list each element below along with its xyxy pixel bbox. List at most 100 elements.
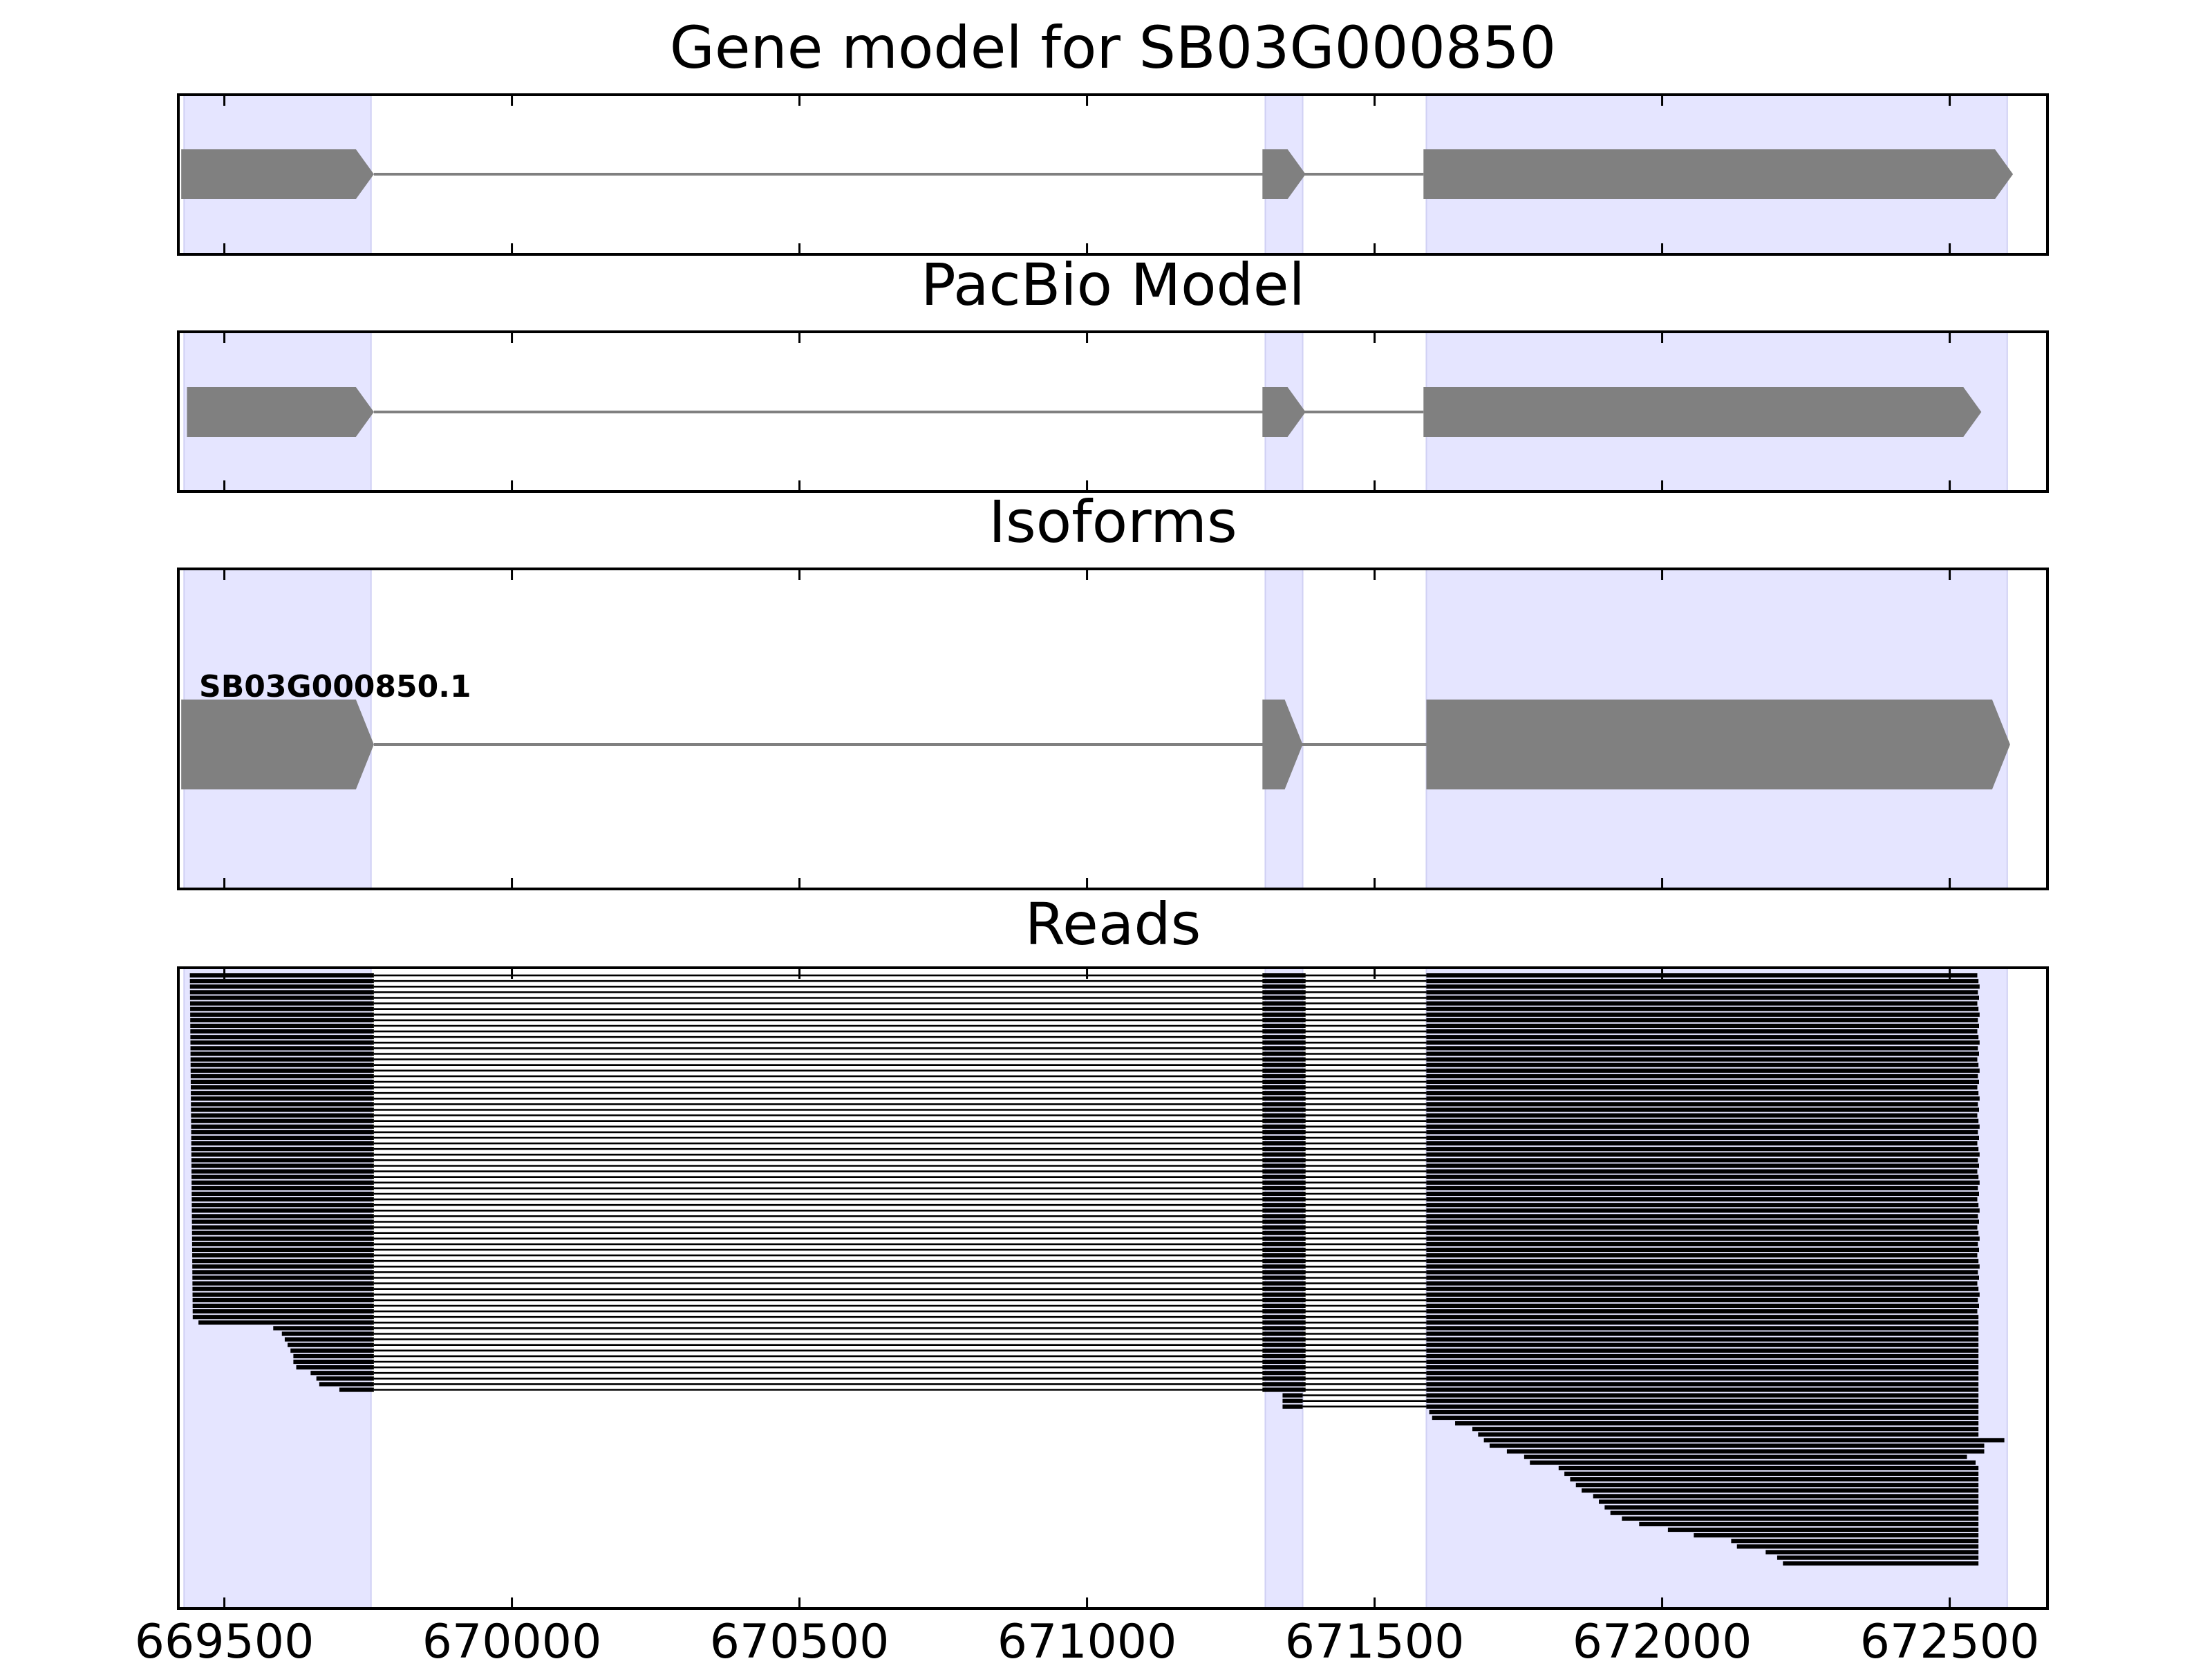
read-exon xyxy=(1530,1460,1976,1465)
read xyxy=(1282,1404,1979,1409)
read-exon xyxy=(191,1230,374,1235)
read xyxy=(192,1315,1979,1320)
read-exon xyxy=(1426,1303,1979,1309)
read-exon xyxy=(1262,1259,1306,1264)
read-exon xyxy=(1426,1113,1978,1118)
read xyxy=(190,1074,1978,1078)
read xyxy=(191,1247,1979,1253)
read-exon xyxy=(1282,1404,1303,1409)
read xyxy=(190,1057,1978,1062)
read xyxy=(190,1051,1979,1056)
read-exon xyxy=(1262,1331,1306,1336)
read-exon xyxy=(1426,1236,1980,1241)
read-exon xyxy=(1426,1208,1980,1213)
read-exon xyxy=(1262,1091,1306,1096)
read-exon xyxy=(191,1118,374,1123)
isoforms-title: Isoforms xyxy=(988,488,1237,556)
read xyxy=(1282,1398,1979,1403)
read xyxy=(189,995,1979,1000)
read-exon xyxy=(191,1163,374,1168)
read-exon xyxy=(1426,1326,1979,1331)
read-exon xyxy=(1262,1102,1306,1107)
read-exon xyxy=(191,1169,374,1174)
read-exon xyxy=(1262,1353,1306,1358)
read-exon xyxy=(191,1203,374,1208)
read xyxy=(296,1365,1979,1370)
read-exon xyxy=(1429,1409,1979,1414)
read-exon xyxy=(1426,1376,1979,1381)
read-exon xyxy=(191,1147,374,1152)
read-exon xyxy=(190,1074,374,1078)
read-exon xyxy=(190,1023,374,1029)
read xyxy=(1694,1533,1979,1538)
read-exon xyxy=(191,1096,374,1101)
read-exon xyxy=(191,1174,374,1179)
read-exon xyxy=(1426,1062,1979,1067)
read-exon xyxy=(1524,1454,1967,1459)
read-exon xyxy=(190,1012,374,1017)
read xyxy=(191,1107,1979,1112)
read xyxy=(192,1275,1979,1280)
read xyxy=(192,1264,1980,1269)
read-exon xyxy=(1694,1533,1979,1538)
x-tick-label: 669500 xyxy=(135,1615,315,1659)
read-exon xyxy=(190,1006,374,1011)
read xyxy=(1478,1432,1979,1437)
read-exon xyxy=(1426,1398,1979,1403)
read-exon xyxy=(296,1365,374,1370)
read-exon xyxy=(1604,1505,1979,1510)
read xyxy=(1506,1449,1985,1454)
read-exon xyxy=(1426,1286,1979,1291)
read-exon xyxy=(190,1046,374,1051)
x-tick-label: 670000 xyxy=(422,1615,602,1659)
read-exon xyxy=(1262,1169,1306,1174)
read xyxy=(191,1174,1979,1179)
read xyxy=(192,1286,1979,1291)
read-exon xyxy=(1426,1051,1979,1056)
read-exon xyxy=(1262,1113,1306,1118)
read-exon xyxy=(1262,1035,1306,1040)
read-exon xyxy=(1426,1068,1980,1073)
read xyxy=(293,1353,1979,1358)
read xyxy=(191,1091,1979,1096)
read-exon xyxy=(1262,1124,1306,1129)
read xyxy=(1524,1454,1967,1459)
read-exon xyxy=(288,1342,374,1347)
read-exon xyxy=(190,1057,374,1062)
read-exon xyxy=(1783,1561,1979,1566)
read xyxy=(191,1152,1980,1157)
read-exon xyxy=(189,990,374,995)
read-exon xyxy=(1262,1342,1306,1347)
read-exon xyxy=(1262,1348,1306,1353)
read-exon xyxy=(1426,1371,1979,1376)
read-exon xyxy=(190,1062,374,1067)
exon-block xyxy=(1423,387,1982,437)
read-exon xyxy=(1262,1001,1306,1006)
reads-panel: Reads xyxy=(177,890,2049,1610)
read xyxy=(191,1203,1979,1208)
read-exon xyxy=(1426,1342,1979,1347)
read-exon xyxy=(1262,1180,1306,1185)
read-exon xyxy=(1426,1102,1978,1107)
exon-block xyxy=(1426,700,2010,789)
read-exon xyxy=(316,1376,374,1381)
read xyxy=(191,1085,1978,1090)
read-exon xyxy=(1426,990,1978,995)
read xyxy=(191,1169,1978,1174)
isoform-label: SB03G000850.1 xyxy=(199,669,471,704)
read-exon xyxy=(1262,1046,1306,1051)
read-exon xyxy=(189,973,374,978)
read-exon xyxy=(191,1191,374,1197)
gene-model-title: Gene model for SB03G000850 xyxy=(670,14,1556,82)
read-exon xyxy=(192,1286,374,1291)
read-exon xyxy=(1262,1107,1306,1112)
read-exon xyxy=(191,1091,374,1096)
read xyxy=(190,1062,1979,1067)
read-exon xyxy=(1426,1085,1978,1090)
read-exon xyxy=(1426,1297,1978,1302)
read-exon xyxy=(1426,1393,1979,1398)
read-exon xyxy=(192,1303,374,1309)
read-exon xyxy=(1262,1085,1306,1090)
read xyxy=(192,1253,1978,1258)
read xyxy=(1777,1555,1979,1560)
